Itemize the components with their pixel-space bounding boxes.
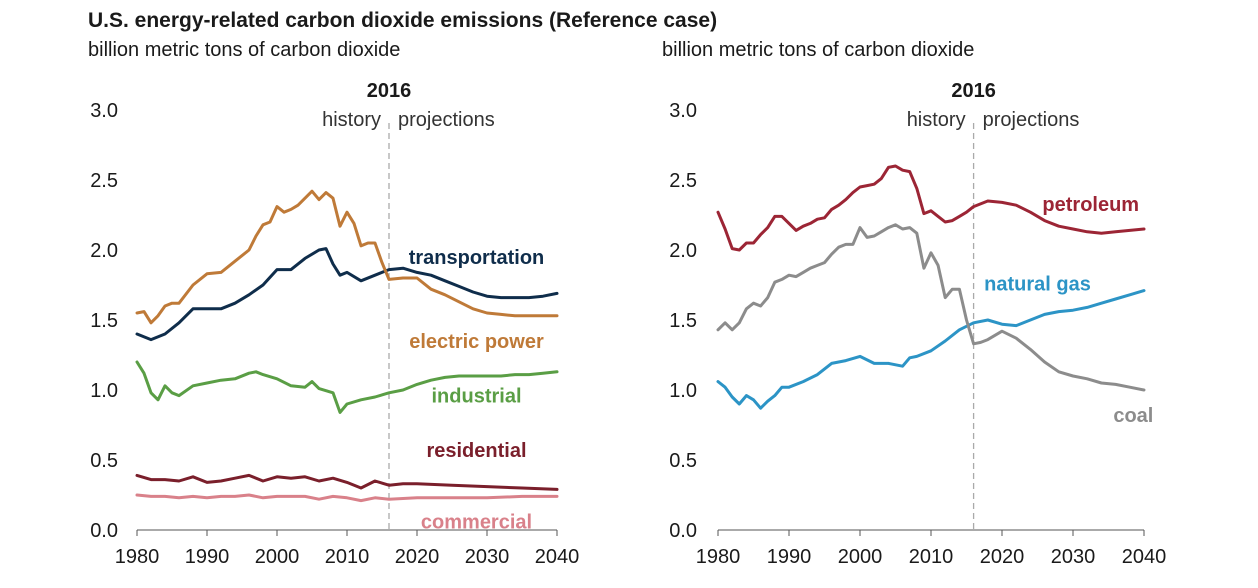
left-panel: 0.0 0.5 1.0 1.5 2.0 2.5 3.0 1980 1990 2000 2010 202… xyxy=(90,80,579,568)
x-tick-label: 2020 xyxy=(980,546,1025,568)
series-line-transportation xyxy=(135,247,559,342)
x-tick-label: 2040 xyxy=(535,546,580,568)
x-tick-label: 1990 xyxy=(185,546,230,568)
history-label: history xyxy=(322,109,381,131)
x-tick-label: 2030 xyxy=(465,546,510,568)
y-tick-label: 3.0 xyxy=(90,100,118,122)
y-tick-label: 0.5 xyxy=(669,450,697,472)
x-tick-label: 2010 xyxy=(325,546,370,568)
y-tick-label: 2.0 xyxy=(669,240,697,262)
x-tick-label: 2000 xyxy=(838,546,883,568)
series-label-industrial: industrial xyxy=(431,386,521,408)
history-label: history xyxy=(907,109,966,131)
right-y-axis-unit: billion metric tons of carbon dioxide xyxy=(662,39,975,61)
x-tick-label: 2020 xyxy=(395,546,440,568)
x-tick-label: 2010 xyxy=(909,546,954,568)
series-line-electric-power xyxy=(135,189,559,325)
series-label-commercial: commercial xyxy=(421,512,532,534)
projections-label: projections xyxy=(398,109,495,131)
y-tick-label: 1.5 xyxy=(90,310,118,332)
series-line-natural-gas xyxy=(716,289,1146,410)
y-tick-label: 2.5 xyxy=(90,170,118,192)
x-tick-label: 2030 xyxy=(1051,546,1096,568)
y-tick-label: 0.0 xyxy=(669,520,697,542)
series-line-petroleum xyxy=(716,164,1146,252)
series-label-residential: residential xyxy=(426,440,526,462)
y-tick-label: 2.0 xyxy=(90,240,118,262)
x-tick-label: 1990 xyxy=(767,546,812,568)
series-line-residential xyxy=(135,473,559,491)
y-tick-label: 0.0 xyxy=(90,520,118,542)
x-tick-label: 2000 xyxy=(255,546,300,568)
right-panel: 0.0 0.5 1.0 1.5 2.0 2.5 3.0 1980 1990 2000 2010 202… xyxy=(669,80,1166,568)
y-tick-label: 2.5 xyxy=(669,170,697,192)
chart-title: U.S. energy-related carbon dioxide emiss… xyxy=(88,9,718,32)
series-label-electric-power: electric power xyxy=(409,331,544,353)
series-label-transportation: transportation xyxy=(409,247,545,269)
series-line-industrial xyxy=(135,360,559,414)
series-line-commercial xyxy=(135,493,559,503)
series-label-coal: coal xyxy=(1113,405,1153,427)
x-tick-label: 1980 xyxy=(696,546,741,568)
y-tick-label: 3.0 xyxy=(669,100,697,122)
series-line-coal xyxy=(716,223,1146,392)
series-label-petroleum: petroleum xyxy=(1042,194,1139,216)
x-tick-label: 2040 xyxy=(1122,546,1167,568)
divider-year-label: 2016 xyxy=(951,80,996,102)
y-tick-label: 1.5 xyxy=(669,310,697,332)
divider-year-label: 2016 xyxy=(367,80,412,102)
left-y-axis-unit: billion metric tons of carbon dioxide xyxy=(88,39,401,61)
series-label-natural-gas: natural gas xyxy=(984,274,1091,296)
x-tick-label: 1980 xyxy=(115,546,160,568)
y-tick-label: 1.0 xyxy=(669,380,697,402)
y-tick-label: 1.0 xyxy=(90,380,118,402)
y-tick-label: 0.5 xyxy=(90,450,118,472)
projections-label: projections xyxy=(983,109,1080,131)
